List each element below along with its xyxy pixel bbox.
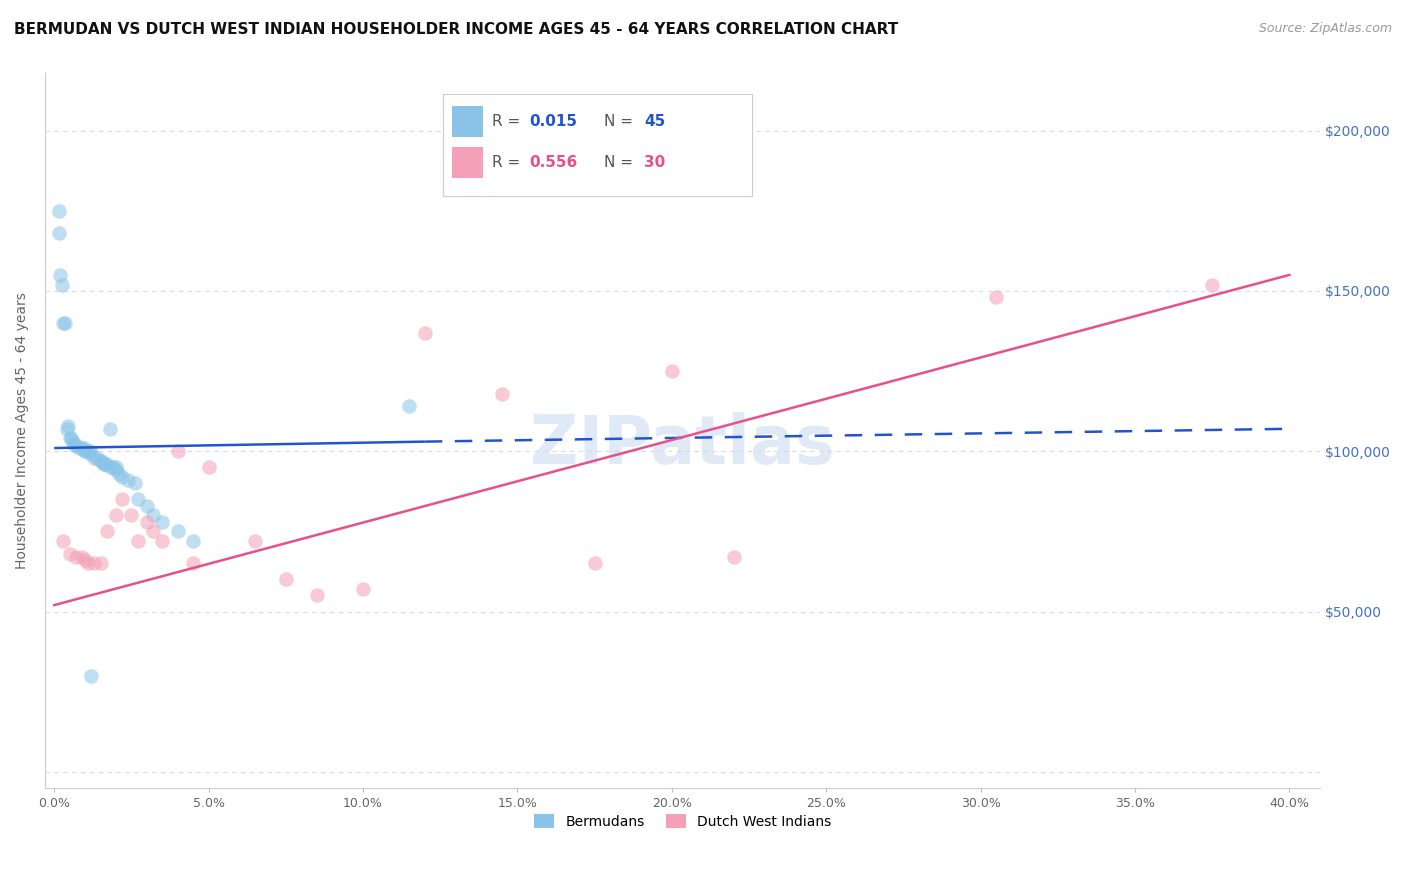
Text: N =: N = <box>603 114 637 128</box>
Text: 0.015: 0.015 <box>530 114 578 128</box>
Point <box>79 444 101 458</box>
Point <box>75 444 97 458</box>
Point <box>723 549 745 564</box>
Point <box>127 534 149 549</box>
Point <box>77 557 100 571</box>
Text: 30: 30 <box>644 155 665 169</box>
Point <box>93 457 115 471</box>
Point <box>90 454 112 468</box>
Point <box>96 457 118 471</box>
Point <box>96 524 118 539</box>
Point <box>661 364 683 378</box>
Point <box>70 441 93 455</box>
Point <box>59 432 82 446</box>
Point <box>53 316 76 330</box>
Point <box>124 476 146 491</box>
Point <box>135 515 157 529</box>
Point <box>77 444 100 458</box>
Text: ZIPatlas: ZIPatlas <box>530 412 835 478</box>
Point <box>65 438 87 452</box>
Point <box>166 524 188 539</box>
Point <box>83 450 105 465</box>
Point <box>101 460 124 475</box>
Point <box>1201 277 1223 292</box>
Point <box>72 441 94 455</box>
Point <box>181 534 204 549</box>
Y-axis label: Householder Income Ages 45 - 64 years: Householder Income Ages 45 - 64 years <box>15 292 30 569</box>
Point <box>51 277 73 292</box>
Text: 0.556: 0.556 <box>530 155 578 169</box>
Bar <box>453 106 484 136</box>
Point <box>181 557 204 571</box>
Point <box>984 290 1007 304</box>
Point <box>583 557 606 571</box>
Point <box>142 524 165 539</box>
Point <box>243 534 266 549</box>
Point <box>120 508 142 523</box>
Point <box>117 473 139 487</box>
Point <box>83 557 105 571</box>
Point <box>93 457 115 471</box>
Text: BERMUDAN VS DUTCH WEST INDIAN HOUSEHOLDER INCOME AGES 45 - 64 YEARS CORRELATION : BERMUDAN VS DUTCH WEST INDIAN HOUSEHOLDE… <box>14 22 898 37</box>
Point <box>108 467 131 481</box>
Point <box>413 326 436 340</box>
Point <box>48 203 70 218</box>
Text: R =: R = <box>492 114 526 128</box>
Point <box>75 553 97 567</box>
Point <box>111 492 134 507</box>
Bar <box>453 147 484 178</box>
Point <box>491 386 513 401</box>
Point <box>142 508 165 523</box>
Point <box>166 444 188 458</box>
Point <box>127 492 149 507</box>
Point <box>104 463 127 477</box>
Point <box>104 460 127 475</box>
Point <box>98 460 121 475</box>
Point <box>104 508 127 523</box>
Point <box>70 549 93 564</box>
Text: R =: R = <box>492 155 526 169</box>
Point <box>274 573 297 587</box>
Point <box>59 547 82 561</box>
Point <box>111 470 134 484</box>
Point <box>352 582 374 596</box>
Point <box>60 432 83 446</box>
Point <box>75 444 97 458</box>
Point <box>55 422 77 436</box>
Point <box>80 447 103 461</box>
Point <box>67 441 90 455</box>
Point <box>135 499 157 513</box>
Point <box>65 549 87 564</box>
Text: 45: 45 <box>644 114 665 128</box>
Text: Source: ZipAtlas.com: Source: ZipAtlas.com <box>1258 22 1392 36</box>
Point <box>63 438 86 452</box>
Point <box>197 460 219 475</box>
Point <box>150 515 173 529</box>
Point <box>150 534 173 549</box>
Point <box>56 418 79 433</box>
Point <box>49 268 72 282</box>
Point <box>90 557 112 571</box>
Point <box>62 434 84 449</box>
Point <box>305 589 328 603</box>
Point <box>86 450 108 465</box>
Point <box>52 316 75 330</box>
Point <box>398 400 420 414</box>
Point <box>52 534 75 549</box>
Point <box>48 227 70 241</box>
Point <box>90 454 112 468</box>
Point <box>80 668 103 682</box>
Text: N =: N = <box>603 155 637 169</box>
Point <box>98 422 121 436</box>
Legend: Bermudans, Dutch West Indians: Bermudans, Dutch West Indians <box>527 808 838 835</box>
